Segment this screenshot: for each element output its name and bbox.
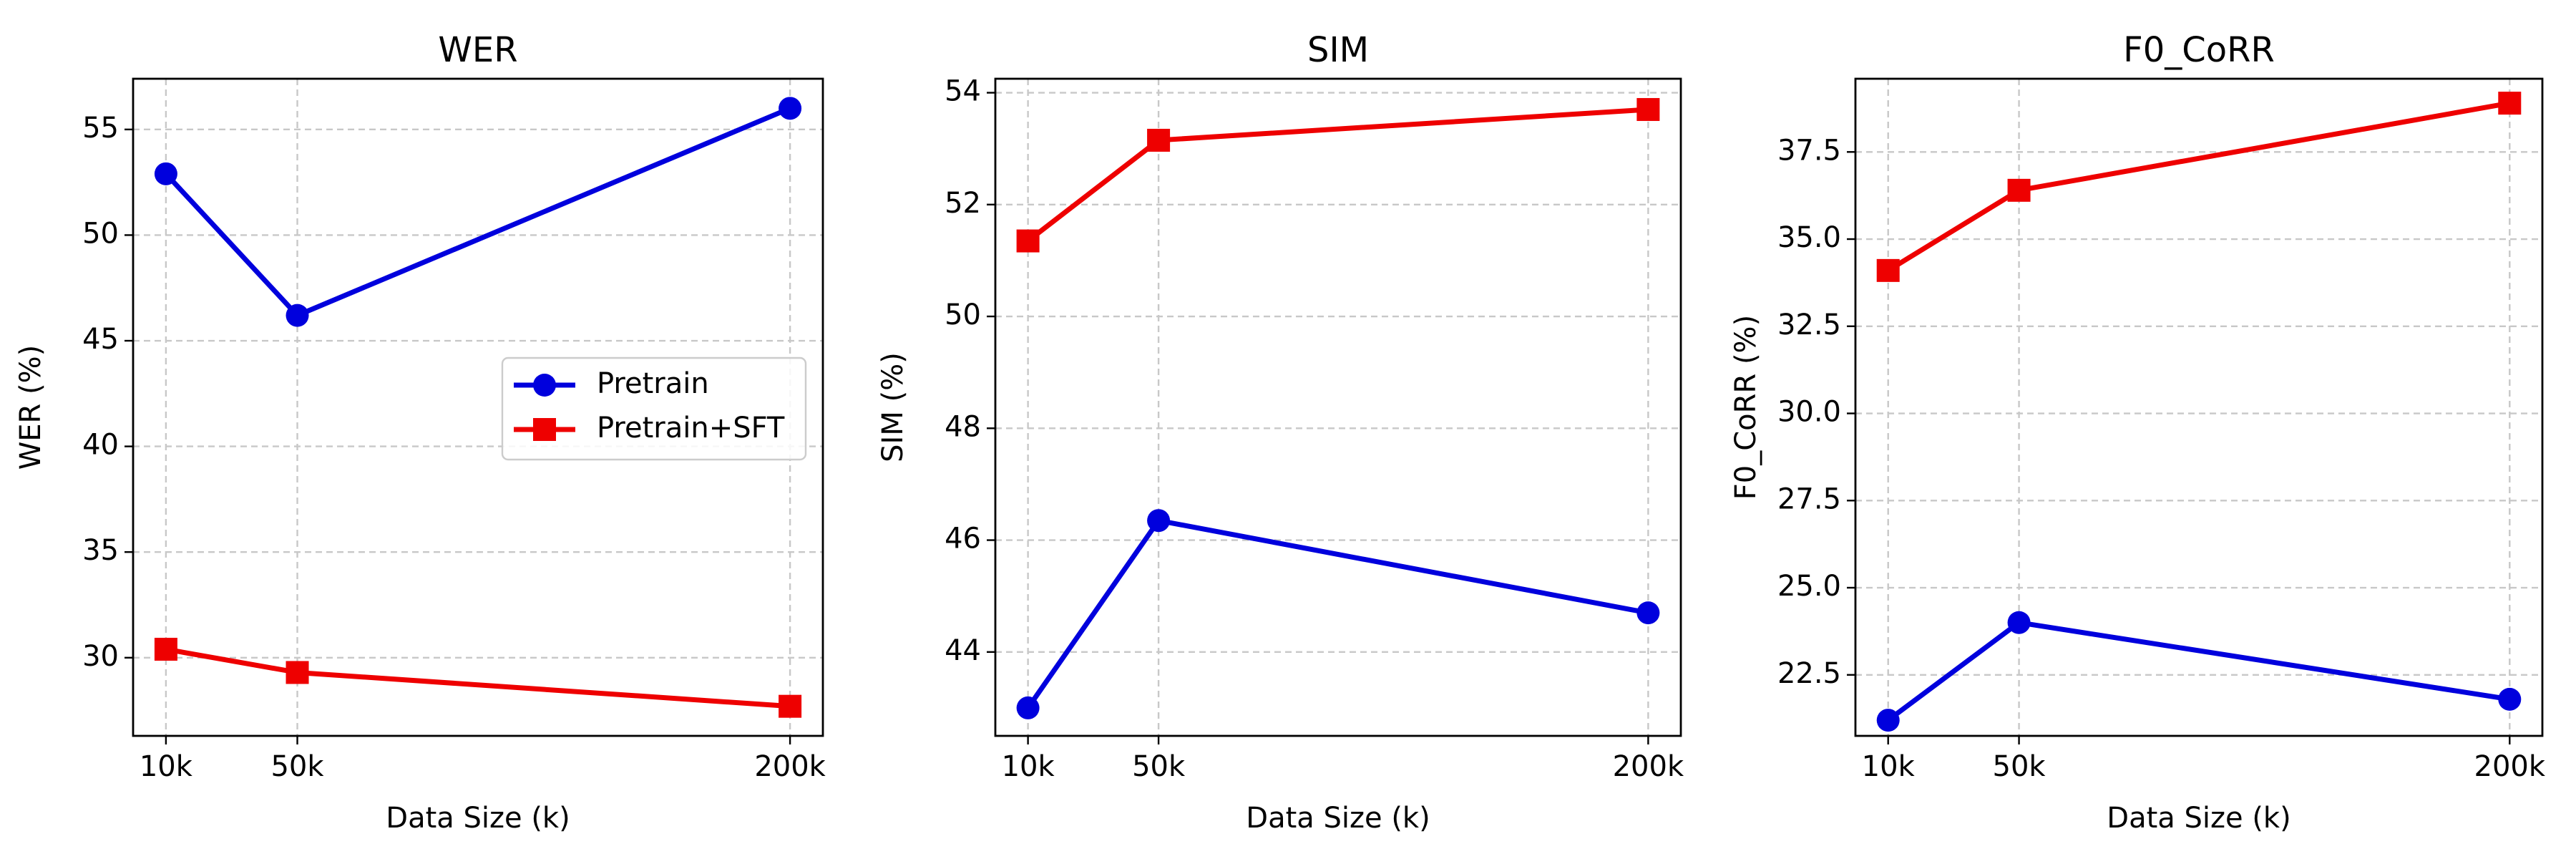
series-pretrain-sft bbox=[1016, 97, 1660, 253]
series-pretrain bbox=[1016, 509, 1660, 719]
data-point bbox=[779, 694, 802, 718]
legend-label-pretrain-sft: Pretrain+SFT bbox=[597, 412, 785, 445]
data-point bbox=[2498, 92, 2522, 115]
legend-label-pretrain: Pretrain bbox=[597, 367, 709, 400]
y-tick-label: 22.5 bbox=[1777, 657, 1841, 690]
y-tick-label: 54 bbox=[945, 75, 981, 108]
x-axis-label: Data Size (k) bbox=[2107, 802, 2290, 835]
data-point bbox=[2007, 178, 2031, 202]
data-point bbox=[286, 304, 309, 327]
data-point bbox=[1016, 696, 1040, 719]
x-axis-ticks: 10k 50k 200k bbox=[1002, 736, 1684, 783]
y-tick-label: 30 bbox=[82, 640, 119, 673]
y-tick-label: 50 bbox=[945, 299, 981, 331]
x-tick-label: 50k bbox=[270, 750, 324, 783]
y-tick-label: 40 bbox=[82, 429, 119, 462]
series-pretrain-sft bbox=[1876, 92, 2522, 282]
y-tick-label: 46 bbox=[945, 523, 981, 555]
y-tick-label: 32.5 bbox=[1777, 309, 1841, 341]
f0-corr-panel: F0_CoRR Data Size (k) F0_CoRR (%) 22.5 25… bbox=[1729, 30, 2546, 835]
x-tick-label: 10k bbox=[1002, 750, 1055, 783]
legend-marker-pretrain bbox=[533, 374, 556, 397]
wer-panel: WER Data Size (k) WER (%) 30 35 40 45 50 55 10… bbox=[14, 30, 826, 835]
data-point bbox=[286, 661, 309, 684]
x-tick-label: 200k bbox=[2474, 750, 2546, 783]
y-tick-label: 27.5 bbox=[1777, 482, 1841, 515]
panel-title: SIM bbox=[1307, 30, 1369, 70]
y-tick-label: 50 bbox=[82, 217, 119, 250]
data-point bbox=[1147, 128, 1171, 152]
axes-frame bbox=[1854, 77, 2544, 737]
y-axis-ticks: 44 46 48 50 52 54 bbox=[945, 75, 995, 667]
x-axis-ticks: 10k 50k 200k bbox=[1862, 736, 2546, 783]
data-point bbox=[2007, 611, 2031, 634]
y-tick-label: 30.0 bbox=[1777, 396, 1841, 429]
grid bbox=[995, 79, 1681, 736]
y-axis-ticks: 30 35 40 45 50 55 bbox=[82, 112, 133, 673]
data-point bbox=[1636, 601, 1660, 625]
x-tick-label: 10k bbox=[1862, 750, 1916, 783]
grid bbox=[133, 79, 823, 736]
y-tick-label: 35.0 bbox=[1777, 221, 1841, 254]
x-axis-ticks: 10k 50k 200k bbox=[140, 736, 826, 783]
panel-title: F0_CoRR bbox=[2123, 30, 2275, 70]
legend-box bbox=[501, 356, 807, 461]
y-tick-label: 48 bbox=[945, 410, 981, 443]
y-tick-label: 44 bbox=[945, 634, 981, 667]
y-tick-label: 52 bbox=[945, 187, 981, 220]
data-point bbox=[154, 637, 177, 661]
axes-frame bbox=[132, 77, 824, 737]
series-pretrain bbox=[1876, 611, 2522, 732]
y-axis-label: F0_CoRR (%) bbox=[1729, 315, 1762, 500]
data-point bbox=[1876, 709, 1900, 732]
x-tick-label: 200k bbox=[754, 750, 826, 783]
series-pretrain-sft bbox=[154, 637, 802, 718]
axes-frame bbox=[994, 77, 1682, 737]
legend-marker-pretrain-sft bbox=[533, 418, 556, 441]
data-point bbox=[779, 97, 802, 120]
data-point bbox=[2498, 687, 2522, 711]
y-tick-label: 35 bbox=[82, 534, 119, 567]
series-pretrain bbox=[154, 97, 802, 327]
x-tick-label: 50k bbox=[1132, 750, 1186, 783]
data-point bbox=[154, 162, 177, 185]
y-axis-label: WER (%) bbox=[14, 345, 47, 470]
y-tick-label: 37.5 bbox=[1777, 134, 1841, 167]
y-axis-label: SIM (%) bbox=[877, 352, 909, 462]
data-point bbox=[1016, 229, 1040, 253]
x-axis-label: Data Size (k) bbox=[1246, 802, 1430, 835]
sim-panel: SIM Data Size (k) SIM (%) 44 46 48 50 52 54 10… bbox=[877, 30, 1684, 835]
x-axis-label: Data Size (k) bbox=[386, 802, 570, 835]
x-tick-label: 50k bbox=[1993, 750, 2046, 783]
data-point bbox=[1636, 97, 1660, 121]
y-tick-label: 55 bbox=[82, 112, 119, 145]
y-tick-label: 45 bbox=[82, 323, 119, 356]
data-point bbox=[1147, 509, 1171, 533]
panel-title: WER bbox=[438, 30, 517, 70]
y-axis-ticks: 22.5 25.0 27.5 30.0 32.5 35.0 37.5 bbox=[1777, 134, 1855, 690]
x-tick-label: 10k bbox=[140, 750, 193, 783]
y-tick-label: 25.0 bbox=[1777, 570, 1841, 603]
data-point bbox=[1876, 258, 1900, 282]
x-tick-label: 200k bbox=[1613, 750, 1684, 783]
legend: Pretrain Pretrain+SFT bbox=[501, 356, 807, 461]
